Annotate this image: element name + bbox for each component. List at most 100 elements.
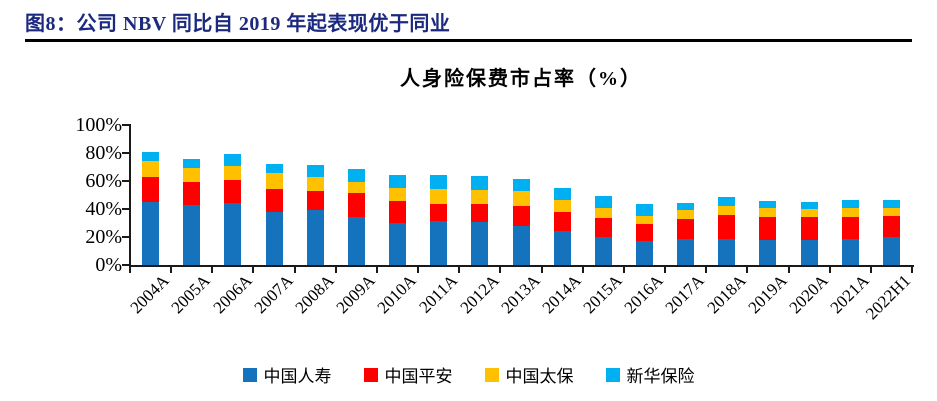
stacked-bar <box>841 199 859 265</box>
bar-segment-中国平安 <box>265 189 283 212</box>
y-axis-tick-label: 100% <box>75 114 122 136</box>
bar-segment-新华保险 <box>306 164 324 178</box>
x-axis-tick <box>499 267 502 273</box>
bar-segment-中国太保 <box>347 181 365 193</box>
bar-segment-中国人寿 <box>553 231 571 265</box>
x-axis-category-label: 2022H1 <box>861 271 914 324</box>
legend-item: 中国平安 <box>363 362 453 387</box>
bar-segment-中国太保 <box>389 187 407 202</box>
stacked-bar <box>800 202 818 265</box>
bar-segment-新华保险 <box>471 176 489 191</box>
x-axis-category-label: 2018A <box>703 271 750 318</box>
x-axis-category-label: 2006A <box>209 271 256 318</box>
stacked-bar <box>265 163 283 266</box>
x-axis-tick <box>334 267 337 273</box>
stacked-bar <box>759 200 777 265</box>
y-axis-tick <box>122 208 129 210</box>
bar-segment-新华保险 <box>677 203 695 211</box>
bar-segment-中国太保 <box>430 189 448 205</box>
bar-segment-中国平安 <box>594 218 612 237</box>
bar-segment-中国太保 <box>306 177 324 191</box>
bar-segment-中国人寿 <box>389 222 407 265</box>
bar-segment-中国平安 <box>759 217 777 240</box>
chart-legend: 中国人寿 中国平安 中国太保 新华保险 <box>0 362 937 387</box>
bar-segment-中国人寿 <box>759 239 777 265</box>
x-axis-tick <box>540 267 543 273</box>
bar-segment-中国平安 <box>882 215 900 237</box>
bar-segment-中国人寿 <box>430 220 448 265</box>
bar-segment-中国平安 <box>841 216 859 240</box>
bar-segment-中国人寿 <box>347 216 365 265</box>
x-axis-category-label: 2008A <box>291 271 338 318</box>
bar-segment-中国人寿 <box>718 239 736 265</box>
bar-segment-中国太保 <box>512 191 530 207</box>
bar-segment-中国太保 <box>677 210 695 219</box>
x-axis-category-label: 2019A <box>744 271 791 318</box>
bar-segment-新华保险 <box>635 204 653 216</box>
bar-segment-中国人寿 <box>882 236 900 265</box>
x-axis-category-label: 2020A <box>785 271 832 318</box>
legend-label: 新华保险 <box>626 367 695 386</box>
legend-swatch-icon <box>242 367 257 382</box>
y-axis-tick <box>122 180 129 182</box>
x-axis-tick <box>828 267 831 273</box>
bar-segment-中国太保 <box>718 206 736 215</box>
bar-segment-新华保险 <box>347 169 365 182</box>
x-axis-tick <box>458 267 461 273</box>
x-axis-category-label: 2010A <box>373 271 420 318</box>
bar-segment-中国人寿 <box>142 201 160 265</box>
x-axis-tick <box>705 267 708 273</box>
legend-item: 新华保险 <box>605 362 695 387</box>
stacked-bar <box>430 175 448 265</box>
stacked-bar <box>142 151 160 265</box>
x-axis-tick <box>211 267 214 273</box>
x-axis-category-label: 2007A <box>250 271 297 318</box>
bar-segment-新华保险 <box>265 163 283 174</box>
bar-segment-新华保险 <box>553 188 571 200</box>
header-divider <box>25 39 912 42</box>
stacked-bar <box>471 176 489 265</box>
bar-segment-中国太保 <box>800 209 818 218</box>
bar-segment-中国人寿 <box>512 225 530 265</box>
bar-segment-中国平安 <box>635 224 653 242</box>
x-axis-category-label: 2004A <box>126 271 174 318</box>
stacked-bar <box>882 199 900 265</box>
bar-segment-中国人寿 <box>841 239 859 265</box>
stacked-bar <box>677 203 695 265</box>
bar-segment-中国平安 <box>553 212 571 232</box>
x-axis-category-label: 2017A <box>661 271 709 318</box>
stacked-bar <box>224 154 242 265</box>
x-axis-category-label: 2016A <box>620 271 667 318</box>
bar-segment-中国太保 <box>224 165 242 180</box>
bar-segment-中国平安 <box>471 204 489 222</box>
y-axis-tick <box>122 124 129 126</box>
bar-segment-中国人寿 <box>224 203 242 265</box>
y-axis-line <box>129 124 131 267</box>
x-axis-category-label: 2012A <box>456 271 503 318</box>
bar-segment-新华保险 <box>430 175 448 190</box>
stacked-bar <box>389 175 407 265</box>
bar-segment-中国人寿 <box>306 210 324 265</box>
bar-segment-中国平安 <box>389 201 407 223</box>
bar-segment-中国人寿 <box>677 239 695 265</box>
figure-title: 图8：公司 NBV 同比自 2019 年起表现优于同业 <box>25 13 451 35</box>
legend-item: 中国人寿 <box>242 362 332 387</box>
y-axis-tick-label: 20% <box>85 226 122 248</box>
legend-label: 中国平安 <box>384 367 453 386</box>
bar-segment-中国平安 <box>183 182 201 205</box>
x-axis-tick <box>911 267 913 273</box>
bar-segment-新华保险 <box>142 151 160 162</box>
stacked-bar <box>306 164 324 265</box>
y-axis-tick-label: 40% <box>85 198 122 220</box>
bar-segment-中国人寿 <box>594 236 612 265</box>
y-axis-tick <box>122 236 129 238</box>
x-axis-tick <box>787 267 790 273</box>
bar-segment-中国人寿 <box>183 204 201 265</box>
bar-segment-中国人寿 <box>471 221 489 265</box>
legend-label: 中国人寿 <box>263 367 332 386</box>
x-axis-category-label: 2005A <box>168 271 215 318</box>
y-axis-tick-label: 0% <box>95 254 122 276</box>
bar-segment-新华保险 <box>224 154 242 166</box>
legend-swatch-icon <box>484 367 499 382</box>
